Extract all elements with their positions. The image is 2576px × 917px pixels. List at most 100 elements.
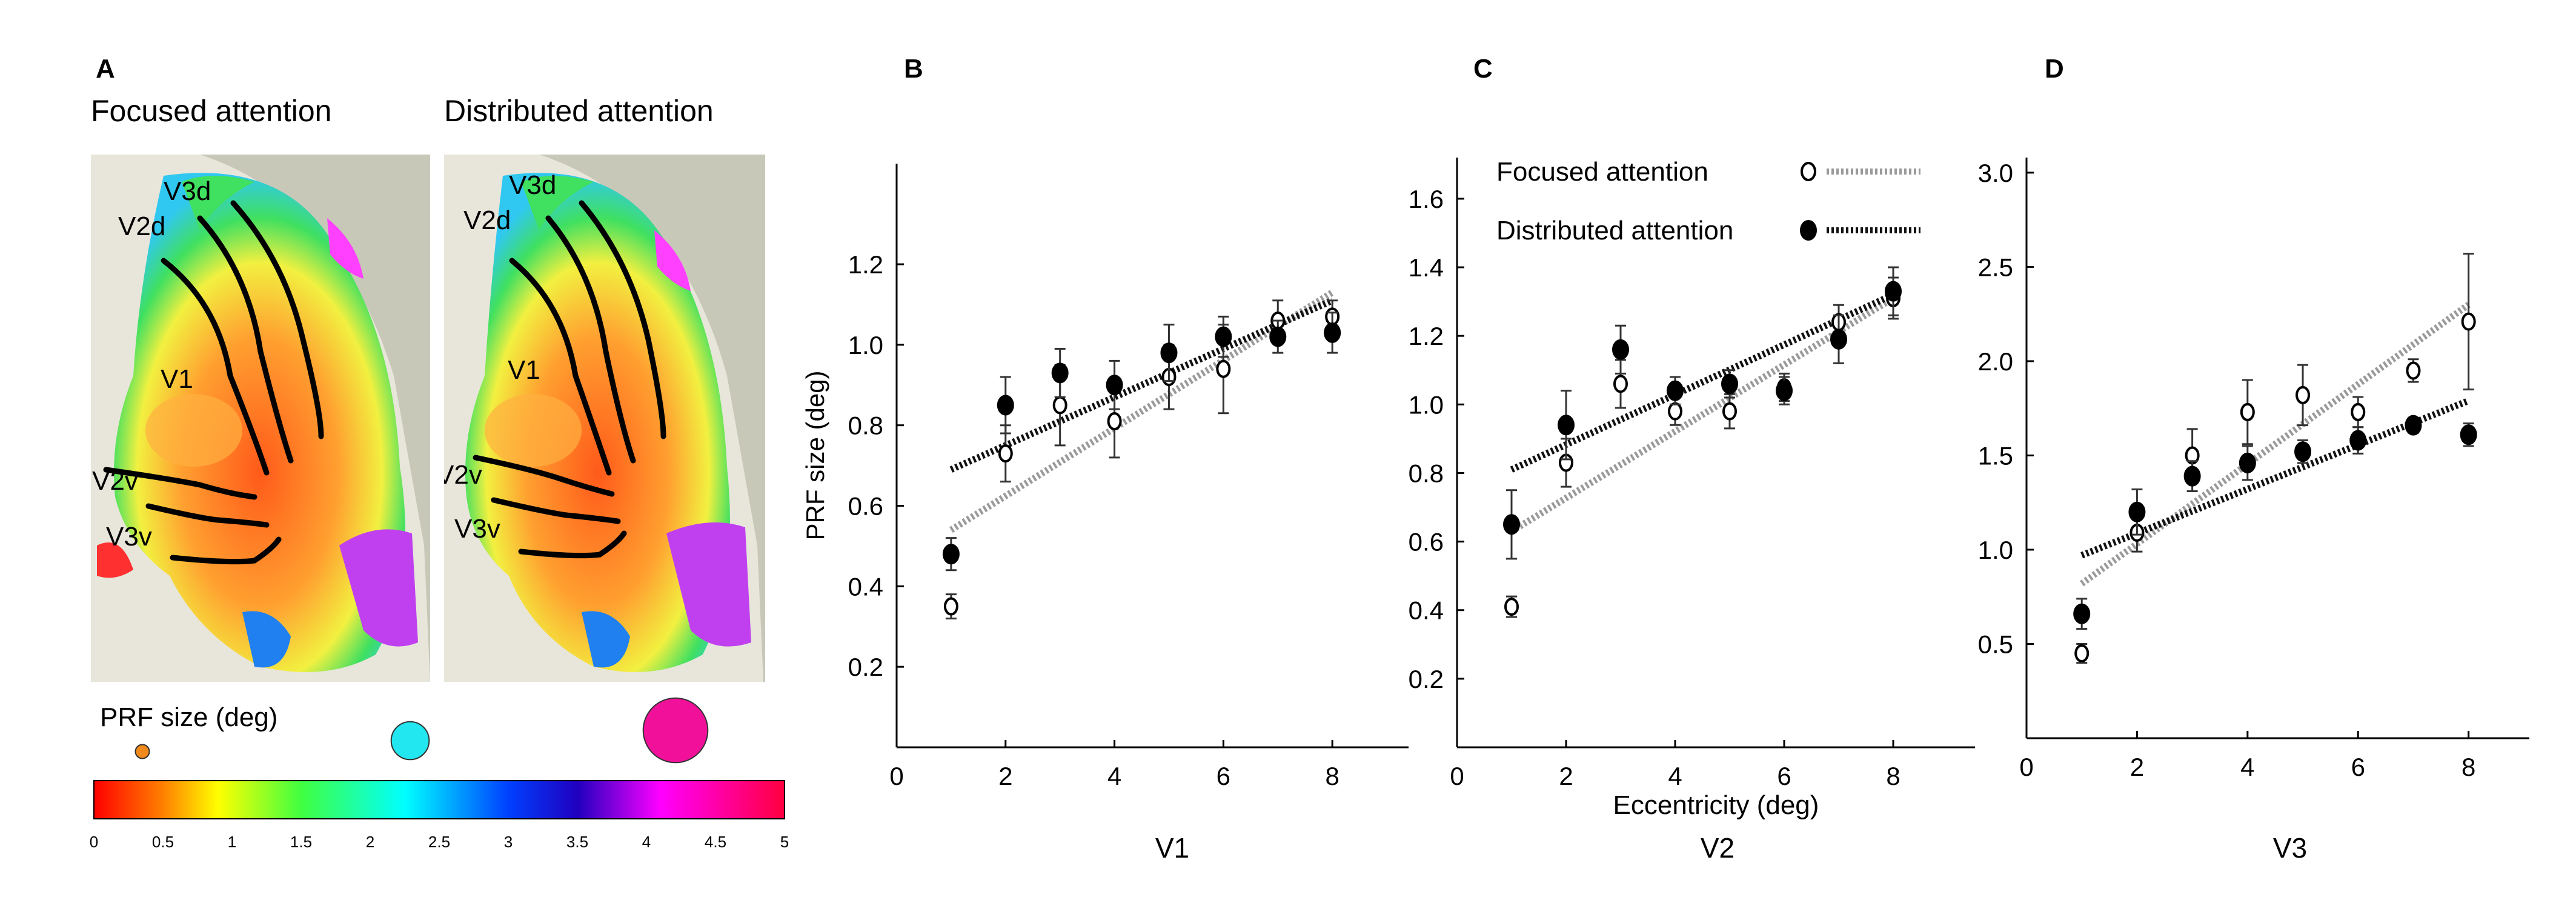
data-point-distributed bbox=[1503, 514, 1520, 535]
fit-line-focused bbox=[1510, 295, 1895, 535]
data-point-distributed bbox=[2349, 430, 2367, 451]
chart-title: V1 bbox=[1155, 832, 1189, 864]
region-label-v3d-2: V3d bbox=[509, 170, 556, 200]
colorbar-tick-label: 1.5 bbox=[290, 833, 312, 851]
data-point-distributed bbox=[1667, 380, 1684, 401]
chart-legend: Focused attention Distributed attention bbox=[1496, 157, 1920, 245]
colorbar-tick-label: 1 bbox=[228, 833, 236, 851]
data-point-focused bbox=[2461, 312, 2476, 331]
legend-focused-label: Focused attention bbox=[1496, 157, 1708, 187]
y-tick-label: 0.6 bbox=[1409, 528, 1444, 556]
data-point-distributed bbox=[2183, 465, 2201, 487]
x-tick-label: 4 bbox=[1107, 762, 1121, 790]
x-tick-label: 8 bbox=[1886, 762, 1900, 790]
x-tick-label: 6 bbox=[2351, 753, 2365, 781]
x-tick-label: 4 bbox=[1668, 762, 1682, 790]
y-tick-label: 2.5 bbox=[1978, 253, 2013, 281]
brain-map-focused: V3d V2d V1 V2v V3v bbox=[91, 155, 430, 682]
colorbar-tick-label: 0.5 bbox=[152, 833, 174, 851]
y-tick-label: 1.0 bbox=[848, 331, 883, 359]
data-point-focused bbox=[1216, 359, 1231, 378]
data-point-distributed bbox=[2073, 603, 2091, 624]
region-label-v2d: V2d bbox=[118, 212, 165, 241]
x-tick-label: 0 bbox=[889, 762, 903, 790]
y-tick-label: 0.2 bbox=[1409, 665, 1444, 693]
x-axis-label: Eccentricity (deg) bbox=[1613, 790, 1819, 820]
brain-map-distributed: V3d V2d V1 V2v V3v bbox=[436, 155, 765, 682]
data-point-distributed bbox=[2128, 501, 2146, 522]
focused-attention-title: Focused attention bbox=[91, 94, 332, 128]
prf-size-circle-2 bbox=[642, 697, 709, 764]
y-tick-label: 1.0 bbox=[1409, 390, 1444, 419]
y-tick-label: 1.6 bbox=[1409, 185, 1444, 213]
colorbar-tick-label: 3.5 bbox=[566, 833, 588, 851]
prf-size-legend-label: PRF size (deg) bbox=[100, 702, 277, 732]
prf-size-circles bbox=[134, 697, 709, 764]
data-point-focused bbox=[998, 444, 1013, 463]
chart-panel-b: B 0.2 0.4 0.6 0.8 1.0 1.2 0 2 4 6 8 V1 PRF size (deg) bbox=[801, 54, 1409, 864]
legend-marker-focused bbox=[1801, 162, 1816, 181]
x-tick-label: 6 bbox=[1217, 762, 1230, 790]
x-tick-label: 8 bbox=[1325, 762, 1339, 790]
y-tick-label: 0.5 bbox=[1978, 630, 2013, 658]
region-label-v2v-2: V2v bbox=[436, 460, 482, 490]
region-label-v2v: V2v bbox=[92, 466, 138, 496]
data-point-distributed bbox=[1324, 322, 1341, 343]
panel-a: A Focused attention Distributed attentio… bbox=[90, 54, 789, 851]
y-tick-label: 0.4 bbox=[848, 572, 883, 601]
colorbar bbox=[93, 780, 785, 819]
colorbar-tick-label: 4.5 bbox=[705, 833, 726, 851]
legend-marks bbox=[1800, 162, 1920, 241]
colorbar-tick-label: 5 bbox=[780, 833, 789, 851]
data-point-focused bbox=[2295, 385, 2311, 404]
data-point-focused bbox=[943, 597, 958, 616]
fit-line-distributed bbox=[2080, 398, 2470, 559]
y-tick-label: 1.4 bbox=[1409, 253, 1444, 282]
data-point-distributed bbox=[1160, 342, 1178, 364]
data-point-distributed bbox=[1215, 326, 1232, 347]
prf-size-circle-1 bbox=[390, 721, 430, 761]
data-point-distributed bbox=[2460, 424, 2477, 445]
y-tick-label: 1.5 bbox=[1978, 441, 2013, 470]
data-point-focused bbox=[1107, 412, 1122, 431]
colorbar-tick-label: 2.5 bbox=[428, 833, 450, 851]
fit-line-distributed bbox=[949, 297, 1334, 473]
region-label-v3v-2: V3v bbox=[454, 514, 500, 544]
data-point-distributed bbox=[2239, 452, 2256, 473]
y-tick-label: 3.0 bbox=[1978, 159, 2013, 187]
colorbar-tick-label: 0 bbox=[90, 833, 98, 851]
panel-a-letter: A bbox=[96, 54, 115, 84]
region-label-v1-2: V1 bbox=[508, 355, 540, 385]
colorbar-tick-label: 3 bbox=[504, 833, 513, 851]
x-tick-label: 8 bbox=[2461, 753, 2475, 781]
data-point-distributed bbox=[1721, 373, 1738, 395]
colorbar-tick-label: 4 bbox=[642, 833, 651, 851]
y-tick-label: 1.2 bbox=[1409, 322, 1444, 350]
chart-panel-d: D 0.5 1.0 1.5 2.0 2.5 3.0 0 2 4 6 8 V3 bbox=[1978, 54, 2529, 864]
region-label-v1: V1 bbox=[161, 364, 193, 394]
colorbar-ticks: 0 0.5 1 1.5 2 2.5 3 3.5 4 4.5 5 bbox=[90, 833, 789, 851]
data-point-distributed bbox=[1269, 326, 1287, 347]
x-tick-label: 0 bbox=[2019, 753, 2033, 781]
region-label-v3v: V3v bbox=[106, 522, 152, 552]
x-tick-label: 2 bbox=[2130, 753, 2144, 781]
data-point-focused bbox=[1613, 375, 1628, 393]
data-point-distributed bbox=[997, 395, 1014, 416]
data-point-distributed bbox=[1612, 339, 1629, 360]
x-tick-label: 2 bbox=[1559, 762, 1573, 790]
data-point-focused bbox=[1722, 402, 1737, 421]
x-tick-label: 0 bbox=[1450, 762, 1464, 790]
y-tick-label: 0.6 bbox=[848, 492, 883, 521]
y-tick-label: 0.8 bbox=[848, 412, 883, 440]
x-tick-label: 4 bbox=[2240, 753, 2254, 781]
chart-title: V3 bbox=[2273, 832, 2307, 864]
data-point-distributed bbox=[2294, 441, 2312, 462]
legend-marker-distributed bbox=[1800, 220, 1817, 241]
data-point-distributed bbox=[2405, 415, 2422, 436]
distributed-attention-title: Distributed attention bbox=[444, 94, 714, 128]
data-point-distributed bbox=[1051, 362, 1069, 384]
y-axis-label: PRF size (deg) bbox=[801, 370, 829, 540]
data-point-focused bbox=[2074, 644, 2090, 663]
y-tick-label: 1.0 bbox=[1978, 536, 2013, 564]
data-point-distributed bbox=[942, 544, 960, 565]
